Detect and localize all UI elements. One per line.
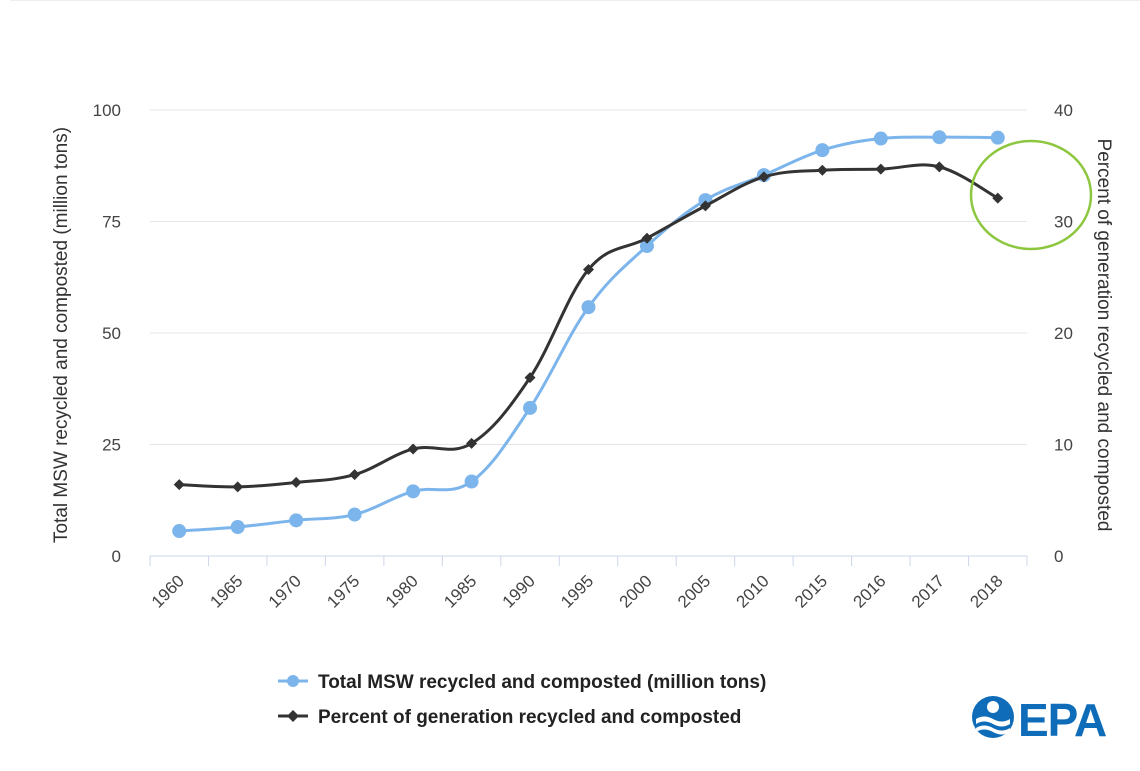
- data-point-diamond: [173, 479, 185, 491]
- data-point-diamond: [933, 161, 945, 173]
- right-y-axis-ticks: 0 10 20 30 40: [1054, 101, 1073, 566]
- series-layer: [172, 130, 1005, 539]
- data-point-circle: [230, 520, 245, 535]
- x-tick-label: 2005: [674, 571, 714, 611]
- series-percent: [173, 161, 1004, 493]
- data-point-circle: [289, 513, 304, 528]
- x-tick-label: 2010: [733, 571, 773, 611]
- legend-label-percent: Percent of generation recycled and compo…: [318, 707, 741, 728]
- data-point-diamond: [583, 263, 594, 275]
- data-point-diamond: [875, 163, 887, 175]
- series-total-msw: [172, 130, 1005, 539]
- data-point-diamond: [232, 481, 244, 493]
- x-tick-label: 1960: [148, 571, 188, 611]
- left-y-tick-label: 25: [102, 436, 121, 455]
- epa-logo-text: EPA: [1018, 694, 1106, 746]
- highlight-circle-annotation: [969, 139, 1093, 251]
- x-tick-label: 1965: [206, 571, 246, 611]
- right-y-tick-label: 10: [1054, 436, 1073, 455]
- data-point-diamond: [992, 192, 1004, 204]
- data-point-diamond: [641, 232, 653, 244]
- legend[interactable]: Total MSW recycled and composted (millio…: [278, 672, 766, 728]
- legend-marker-circle: [287, 675, 299, 687]
- x-tick-label: 2015: [791, 571, 831, 611]
- left-y-axis-ticks: 0 25 50 75 100: [93, 101, 121, 566]
- data-point-diamond: [407, 443, 419, 455]
- data-point-diamond: [816, 164, 828, 176]
- data-point-circle: [523, 400, 538, 415]
- x-tick-label: 1985: [440, 571, 480, 611]
- left-y-tick-label: 50: [102, 324, 121, 343]
- epa-logo: EPA: [972, 694, 1107, 746]
- series-line: [179, 135, 998, 533]
- legend-marker-diamond: [287, 710, 299, 722]
- right-y-tick-label: 0: [1054, 547, 1063, 566]
- gridlines: [150, 109, 1027, 445]
- data-point-circle: [932, 130, 947, 145]
- legend-label-total-msw: Total MSW recycled and composted (millio…: [318, 672, 766, 693]
- left-y-tick-label: 100: [93, 101, 121, 120]
- data-point-diamond: [466, 437, 478, 449]
- right-y-tick-label: 20: [1054, 324, 1073, 343]
- data-point-circle: [873, 131, 888, 146]
- data-point-circle: [172, 524, 187, 539]
- x-axis: 1960 1965 1970 1975 1980 1985 1990 1995 2000 2005…: [148, 555, 1028, 612]
- x-tick-label: 1995: [557, 571, 597, 611]
- top-divider: [10, 0, 1140, 1]
- data-point-diamond: [699, 200, 711, 212]
- right-y-tick-label: 30: [1054, 213, 1073, 232]
- series-line: [179, 163, 999, 489]
- data-point-circle: [464, 474, 479, 489]
- x-tick-label: 2018: [966, 571, 1006, 611]
- data-point-circle: [815, 143, 830, 158]
- data-point-diamond: [349, 469, 361, 481]
- data-point-circle: [347, 507, 362, 522]
- data-point-diamond: [524, 372, 536, 384]
- legend-item-percent[interactable]: Percent of generation recycled and compo…: [278, 707, 741, 728]
- data-point-circle: [639, 239, 654, 254]
- left-y-axis-title: Total MSW recycled and composted (millio…: [51, 127, 72, 543]
- x-tick-label: 2016: [849, 571, 889, 611]
- right-y-tick-label: 40: [1054, 101, 1073, 120]
- x-tick-label: 1980: [382, 571, 422, 611]
- data-point-diamond: [758, 171, 770, 183]
- data-point-circle: [581, 300, 596, 315]
- right-y-axis-title: Percent of generation recycled and compo…: [1093, 139, 1114, 532]
- x-tick-label: 1975: [323, 571, 363, 611]
- x-tick-label: 1970: [265, 571, 305, 611]
- legend-item-total-msw[interactable]: Total MSW recycled and composted (millio…: [278, 672, 766, 693]
- left-y-tick-label: 75: [102, 213, 121, 232]
- data-point-diamond: [290, 476, 302, 488]
- data-point-circle: [990, 130, 1005, 145]
- x-tick-label: 2017: [908, 571, 948, 611]
- left-y-tick-label: 0: [112, 547, 121, 566]
- x-tick-label: 2000: [616, 571, 656, 611]
- epa-emblem-icon: [972, 696, 1014, 738]
- x-tick-label: 1990: [499, 571, 539, 611]
- data-point-circle: [406, 484, 421, 499]
